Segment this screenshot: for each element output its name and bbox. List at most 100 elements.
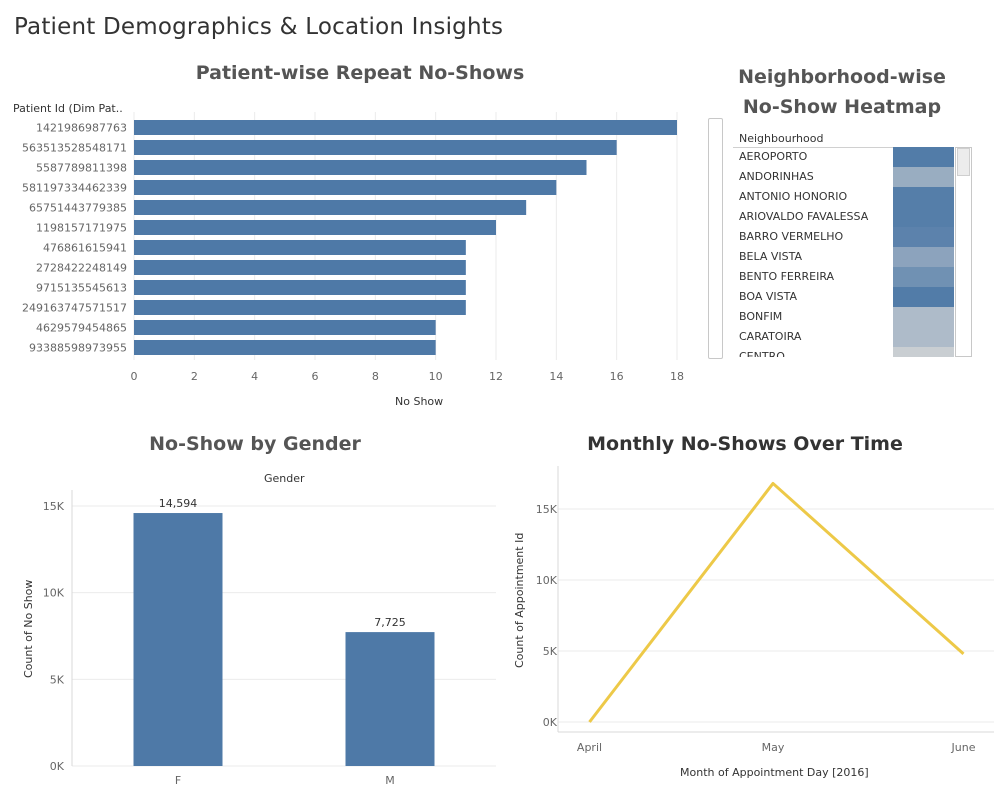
heatmap-cell xyxy=(893,347,954,357)
neighbourhood-label: ANDORINHAS xyxy=(739,170,814,183)
patient-id-label: 4629579454865 xyxy=(36,322,127,335)
patient-row-header: Patient Id (Dim Pat.. xyxy=(13,102,123,115)
gender-bar xyxy=(345,632,435,766)
neighbourhood-label: BENTO FERREIRA xyxy=(739,270,835,283)
neighbourhood-label: BONFIM xyxy=(739,310,783,323)
patient-x-tick: 2 xyxy=(191,370,198,383)
patient-x-tick: 0 xyxy=(131,370,138,383)
heatmap-cell xyxy=(893,147,954,167)
heatmap-cell xyxy=(893,247,954,267)
neighbourhood-label: ANTONIO HONORIO xyxy=(739,190,848,203)
patient-bar xyxy=(134,320,436,335)
monthly-x-tick: May xyxy=(762,741,785,754)
gender-x-tick: F xyxy=(175,774,181,787)
gender-y-tick: 5K xyxy=(50,673,65,686)
monthly-y-axis-label: Count of Appointment Id xyxy=(513,532,526,668)
patient-x-tick: 12 xyxy=(489,370,503,383)
heatmap-cell xyxy=(893,287,954,307)
monthly-series-line xyxy=(588,481,965,723)
heatmap-cell xyxy=(893,227,954,247)
patient-bar xyxy=(134,200,527,215)
patient-x-tick: 6 xyxy=(312,370,319,383)
monthly-chart-title: Monthly No-Shows Over Time xyxy=(587,433,903,455)
heatmap-row[interactable]: CARATOIRA xyxy=(733,327,954,347)
heatmap-title-line2: No-Show Heatmap xyxy=(742,96,942,118)
heatmap-cell xyxy=(893,167,954,187)
gender-data-label: 7,725 xyxy=(374,616,406,629)
monthly-y-tick: 0K xyxy=(543,716,558,729)
gender-x-tick: M xyxy=(385,774,395,787)
heatmap-row[interactable]: BOA VISTA xyxy=(733,287,954,307)
heatmap-row[interactable]: AEROPORTO xyxy=(733,147,954,167)
neighbourhood-label: BOA VISTA xyxy=(739,290,797,303)
gender-data-label: 14,594 xyxy=(159,497,198,510)
gender-chart-title: No-Show by Gender xyxy=(149,433,361,455)
heatmap-row[interactable]: ARIOVALDO FAVALESSA xyxy=(733,207,954,227)
heatmap-list[interactable]: AEROPORTO ANDORINHAS ANTONIO HONORIO ARIOVA… xyxy=(733,147,954,357)
gender-bar xyxy=(133,513,223,766)
monthly-y-tick: 10K xyxy=(536,574,558,587)
heatmap-title-line1: Neighborhood-wise xyxy=(738,66,946,88)
monthly-line-chart: 0K 5K 10K 15K April May June xyxy=(536,466,994,754)
heatmap-cell xyxy=(893,187,954,207)
heatmap-outer-scrollbar[interactable] xyxy=(708,118,723,359)
patient-bar xyxy=(134,260,466,275)
heatmap-cell xyxy=(893,307,954,327)
heatmap-row[interactable]: BELA VISTA xyxy=(733,247,954,267)
heatmap-header-divider xyxy=(733,147,954,148)
dashboard-title: Patient Demographics & Location Insights xyxy=(14,14,504,40)
patient-id-label: 1421986987763 xyxy=(36,122,127,135)
neighbourhood-label: BARRO VERMELHO xyxy=(739,230,844,243)
patient-bar xyxy=(134,280,466,295)
patient-id-label: 5587789811398 xyxy=(36,162,127,175)
neighbourhood-label: AEROPORTO xyxy=(739,150,808,163)
neighbourhood-label: CARATOIRA xyxy=(739,330,802,343)
patient-bar xyxy=(134,160,587,175)
patient-bar xyxy=(134,140,617,155)
gender-bar-chart: 0K 5K 10K 15K 14,594 F 7,725 M xyxy=(43,490,496,787)
patient-bar-chart: 0 2 4 6 8 10 12 14 16 18 1421986987763 563513528548… xyxy=(22,112,684,383)
patient-x-tick: 14 xyxy=(549,370,563,383)
heatmap-cell xyxy=(893,207,954,227)
monthly-y-tick: 15K xyxy=(536,503,558,516)
heatmap-row[interactable]: ANTONIO HONORIO xyxy=(733,187,954,207)
patient-x-tick: 8 xyxy=(372,370,379,383)
heatmap-row[interactable]: BENTO FERREIRA xyxy=(733,267,954,287)
heatmap-cell xyxy=(893,327,954,347)
patient-id-label: 65751443779385 xyxy=(29,202,127,215)
gender-column-header: Gender xyxy=(264,472,305,485)
heatmap-row[interactable]: BONFIM xyxy=(733,307,954,327)
patient-id-label: 2728422248149 xyxy=(36,262,127,275)
heatmap-column-header: Neighbourhood xyxy=(739,132,824,145)
heatmap-scroll-thumb[interactable] xyxy=(957,148,970,176)
heatmap-row[interactable]: ANDORINHAS xyxy=(733,167,954,187)
gender-y-tick: 10K xyxy=(43,587,65,600)
patient-bar xyxy=(134,240,466,255)
patient-id-label: 249163747571517 xyxy=(22,302,127,315)
neighbourhood-label: CENTRO xyxy=(739,350,785,357)
patient-bar xyxy=(134,120,677,135)
patient-x-tick: 16 xyxy=(610,370,624,383)
heatmap-row[interactable]: CENTRO xyxy=(733,347,954,357)
heatmap-scrollbar[interactable] xyxy=(955,147,972,357)
patient-bar xyxy=(134,220,496,235)
monthly-x-axis-label: Month of Appointment Day [2016] xyxy=(680,766,869,779)
patient-id-label: 563513528548171 xyxy=(22,142,127,155)
patient-x-tick: 18 xyxy=(670,370,684,383)
patient-bar xyxy=(134,340,436,355)
heatmap-row[interactable]: BARRO VERMELHO xyxy=(733,227,954,247)
monthly-x-tick: June xyxy=(951,741,976,754)
patient-bar xyxy=(134,300,466,315)
patient-id-label: 93388598973955 xyxy=(29,342,127,355)
patient-chart-title: Patient-wise Repeat No-Shows xyxy=(195,62,525,84)
patient-id-label: 1198157171975 xyxy=(36,222,127,235)
heatmap-cell xyxy=(893,267,954,287)
patient-x-tick: 10 xyxy=(429,370,443,383)
neighbourhood-label: BELA VISTA xyxy=(739,250,803,263)
gender-y-tick: 0K xyxy=(50,760,65,773)
patient-id-label: 9715135545613 xyxy=(36,282,127,295)
monthly-y-tick: 5K xyxy=(543,645,558,658)
neighbourhood-label: ARIOVALDO FAVALESSA xyxy=(739,210,869,223)
patient-id-label: 476861615941 xyxy=(43,242,127,255)
patient-x-axis-label: No Show xyxy=(395,395,444,408)
